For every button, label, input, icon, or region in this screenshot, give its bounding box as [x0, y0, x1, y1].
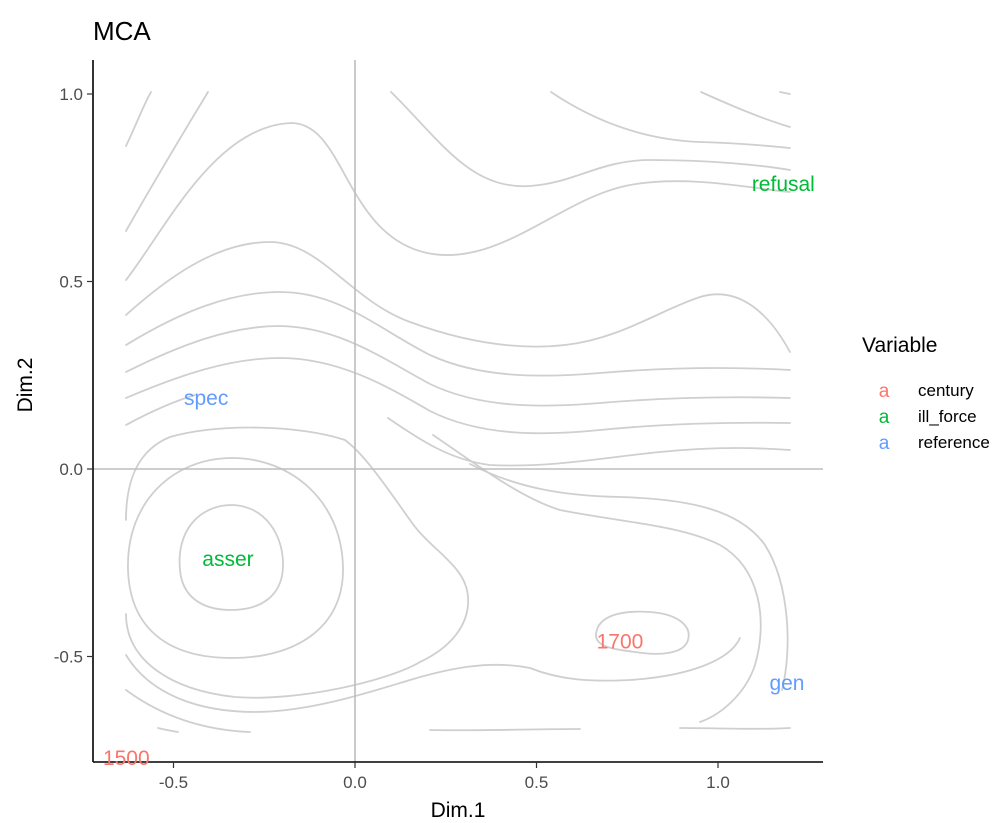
y-tick-label: -0.5	[54, 648, 83, 667]
contour-line	[157, 727, 179, 733]
y-tick-label: 0.5	[59, 273, 83, 292]
legend-label-reference: reference	[918, 433, 990, 452]
legend-label-century: century	[918, 381, 974, 400]
contour-line	[178, 504, 284, 611]
contour-line	[125, 91, 209, 232]
contour-line	[125, 325, 791, 407]
x-tick-label: 1.0	[706, 773, 730, 792]
y-axis-title: Dim.2	[14, 358, 37, 413]
contour-line	[125, 291, 791, 377]
x-axis-title: Dim.1	[431, 799, 486, 822]
point-label-1500: 1500	[103, 747, 150, 770]
point-label-1700: 1700	[597, 631, 644, 654]
contour-line	[125, 122, 791, 281]
point-label-gen: gen	[769, 672, 804, 695]
x-tick-label: 0.5	[525, 773, 549, 792]
contour-line	[125, 426, 469, 699]
y-tick-label: 1.0	[59, 85, 83, 104]
legend-key-ill_force: a	[879, 407, 890, 428]
contour-line	[125, 241, 791, 353]
reference-lines	[93, 60, 823, 762]
x-tick-label: 0.0	[343, 773, 367, 792]
x-axis-ticks: -0.5 0.0 0.5 1.0	[159, 762, 730, 792]
contour-line	[125, 689, 251, 733]
contour-line	[390, 91, 791, 187]
contour-line	[387, 417, 791, 467]
y-axis-ticks: -0.5 0.0 0.5 1.0	[54, 85, 93, 667]
contour-line	[529, 637, 741, 682]
contour-line	[125, 394, 196, 426]
contour-line	[125, 91, 152, 147]
contour-line	[679, 727, 791, 730]
contour-line	[125, 357, 791, 435]
point-label-spec: spec	[184, 387, 228, 410]
legend-key-reference: a	[879, 433, 890, 454]
legend-key-century: a	[879, 381, 890, 402]
contour-line	[429, 728, 581, 732]
chart-title: MCA	[93, 16, 151, 46]
x-tick-label: -0.5	[159, 773, 188, 792]
point-label-asser: asser	[202, 548, 253, 571]
contour-line	[432, 434, 762, 723]
contour-line	[550, 91, 791, 149]
axes	[92, 60, 823, 763]
point-labels: 160017001500refusalasserspecgen	[103, 173, 815, 770]
contour-line	[779, 91, 791, 95]
contour-line	[595, 610, 690, 655]
contour-line	[125, 654, 531, 713]
legend-label-ill_force: ill_force	[918, 407, 977, 426]
y-tick-label: 0.0	[59, 460, 83, 479]
contour-line	[700, 91, 791, 128]
density-contours	[125, 91, 791, 733]
contour-line	[469, 463, 789, 691]
point-label-refusal: refusal	[752, 173, 815, 196]
legend-title: Variable	[862, 334, 938, 357]
